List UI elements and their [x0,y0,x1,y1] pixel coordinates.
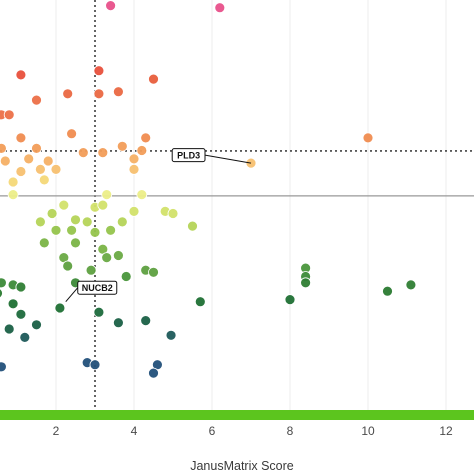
scatter-point [31,94,42,106]
scatter-point [7,189,19,201]
scatter-point [362,132,374,144]
scatter-point [85,264,97,276]
scatter-point [93,88,105,100]
scatter-point [167,208,179,219]
x-axis-title: JanusMatrix Score [190,459,294,473]
scatter-point [70,237,81,249]
annotation-nucb2: NUCB2 [65,280,118,303]
scatter-point [113,86,124,98]
x-tick-label: 2 [53,424,60,438]
scatter-point [66,128,77,140]
scatter-point [62,260,74,272]
scatter-point [97,199,109,211]
annotation-leader [65,287,79,303]
scatter-point [77,147,89,159]
scatter-point [35,216,46,228]
scatter-point [23,153,35,165]
scatter-point [148,73,159,85]
scatter-point [116,140,128,152]
scatter-point [128,163,140,175]
scatter-point [15,132,27,144]
scatter-point [128,205,140,217]
scatter-point [165,329,177,341]
scatter-point [31,319,42,331]
scatter-point [35,163,46,175]
scatter-point [46,208,58,219]
annotation-leader [204,154,252,164]
annotation-pld3: PLD3 [171,148,252,164]
scatter-point [58,199,70,211]
scatter-point [140,132,152,144]
scatter-point [62,88,74,100]
annotation-box [77,280,118,295]
x-tick-label: 4 [131,424,138,438]
scatter-point [116,216,128,228]
scatter-point [7,298,19,310]
scatter-point [38,174,50,186]
scatter-point [38,237,50,249]
scatter-point [0,277,7,289]
scatter-point [15,308,27,320]
annotation-box [171,148,206,163]
scatter-point [93,306,105,318]
scatter-point [284,294,296,306]
scatter-point [0,143,7,154]
x-tick-labels: 2 4 6 8 10 12 [53,424,453,438]
scatter-point [50,224,62,236]
scatter-point [0,288,3,299]
annotation-text: NUCB2 [82,283,113,293]
scatter-point [113,250,124,261]
scatter-point [0,155,11,167]
x-tick-label: 6 [209,424,216,438]
grid-lines [55,0,447,413]
scatter-point [70,214,81,226]
scatter-point [128,153,140,165]
scatter-point [89,359,101,371]
data-points [0,0,417,379]
x-tick-label: 10 [361,424,375,438]
scatter-point [300,277,312,289]
scatter-point [66,224,77,236]
scatter-point [214,2,226,14]
scatter-point [148,266,159,278]
scatter-point [93,65,105,77]
scatter-point [3,109,15,121]
scatter-point [405,279,417,291]
scatter-point [101,252,113,264]
scatter-point [120,271,132,282]
scatter-point [97,147,109,159]
scatter-point [148,367,159,379]
scatter-point [31,142,42,154]
scatter-point [50,163,62,175]
scatter-point [7,176,19,188]
scatter-point [136,145,148,156]
annotations: PLD3NUCB2L2 [65,148,252,303]
scatter-point [113,317,124,329]
scatter-point [89,226,101,238]
scatter-point [187,220,198,232]
scatter-point [101,189,113,201]
scatter-point [105,224,116,236]
scatter-point [194,296,206,308]
scatter-point [136,189,148,201]
scatter-point [105,0,116,11]
x-tick-label: 8 [287,424,294,438]
scatter-point [15,166,27,177]
scatter-point [140,315,152,327]
scatter-point [3,323,15,335]
scatter-point [0,361,7,373]
scatter-point [42,155,54,167]
annotation-text: PLD3 [177,150,200,160]
scatter-point [382,285,393,297]
scatter-point [15,281,27,293]
scatter-point [19,331,31,343]
reference-lines [0,0,474,420]
scatter-point [15,69,27,81]
scatter-point [81,216,93,228]
x-tick-label: 12 [439,424,453,438]
scatter-point [54,302,66,314]
